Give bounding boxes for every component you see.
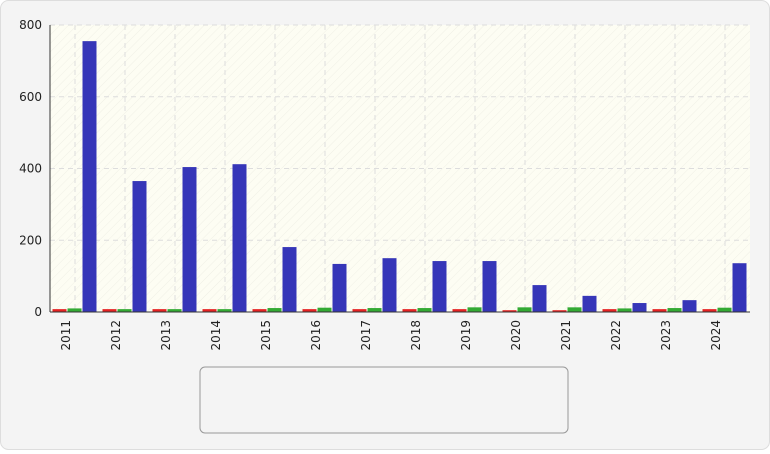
- bar: [82, 41, 97, 313]
- y-tick-label: 0: [34, 305, 42, 319]
- x-tick-label: 2021: [559, 320, 573, 351]
- x-tick-label: 2017: [359, 320, 373, 351]
- bar: [402, 309, 417, 312]
- y-tick-label: 400: [19, 162, 42, 176]
- bar: [132, 181, 147, 312]
- bar: [652, 309, 667, 312]
- bar: [582, 295, 597, 312]
- y-tick-label: 800: [19, 18, 42, 32]
- bar: [302, 309, 317, 312]
- bar: [452, 309, 467, 312]
- bar: [202, 309, 217, 312]
- x-tick-label: 2023: [659, 320, 673, 351]
- bar: [617, 308, 632, 312]
- legend: [199, 366, 569, 434]
- bar: [732, 263, 747, 312]
- bar: [517, 307, 532, 312]
- bar: [152, 309, 167, 312]
- bar: [482, 261, 497, 312]
- plot-area: [50, 25, 750, 312]
- bar: [102, 309, 117, 312]
- bar: [602, 309, 617, 312]
- bar: [352, 309, 367, 312]
- bar: [552, 310, 567, 312]
- bar: [117, 309, 132, 312]
- bar: [467, 307, 482, 312]
- bar: [502, 310, 517, 312]
- bar: [282, 247, 297, 312]
- bar: [717, 307, 732, 312]
- y-tick-label: 600: [19, 90, 42, 104]
- bar: [702, 309, 717, 312]
- bar: [217, 309, 232, 312]
- bar: [182, 167, 197, 312]
- x-tick-label: 2011: [59, 320, 73, 351]
- x-tick-label: 2016: [309, 320, 323, 351]
- bar: [267, 308, 282, 312]
- bar: [67, 308, 82, 312]
- bar: [232, 164, 247, 312]
- bar: [667, 308, 682, 312]
- x-tick-label: 2022: [609, 320, 623, 351]
- bar: [332, 263, 347, 312]
- bar: [532, 285, 547, 312]
- x-tick-label: 2024: [709, 320, 723, 351]
- x-tick-label: 2015: [259, 320, 273, 351]
- bar: [632, 303, 647, 312]
- bar: [367, 308, 382, 312]
- bar: [382, 258, 397, 312]
- bar: [52, 309, 67, 312]
- bar: [432, 261, 447, 312]
- bar: [682, 300, 697, 312]
- bar: [167, 309, 182, 312]
- y-tick-label: 200: [19, 233, 42, 247]
- bar: [417, 308, 432, 312]
- bar: [567, 307, 582, 312]
- x-tick-label: 2014: [209, 320, 223, 351]
- bar: [252, 309, 267, 312]
- x-tick-label: 2018: [409, 320, 423, 351]
- bar: [317, 307, 332, 312]
- x-tick-label: 2020: [509, 320, 523, 351]
- x-tick-label: 2013: [159, 320, 173, 351]
- x-tick-label: 2019: [459, 320, 473, 351]
- x-tick-label: 2012: [109, 320, 123, 351]
